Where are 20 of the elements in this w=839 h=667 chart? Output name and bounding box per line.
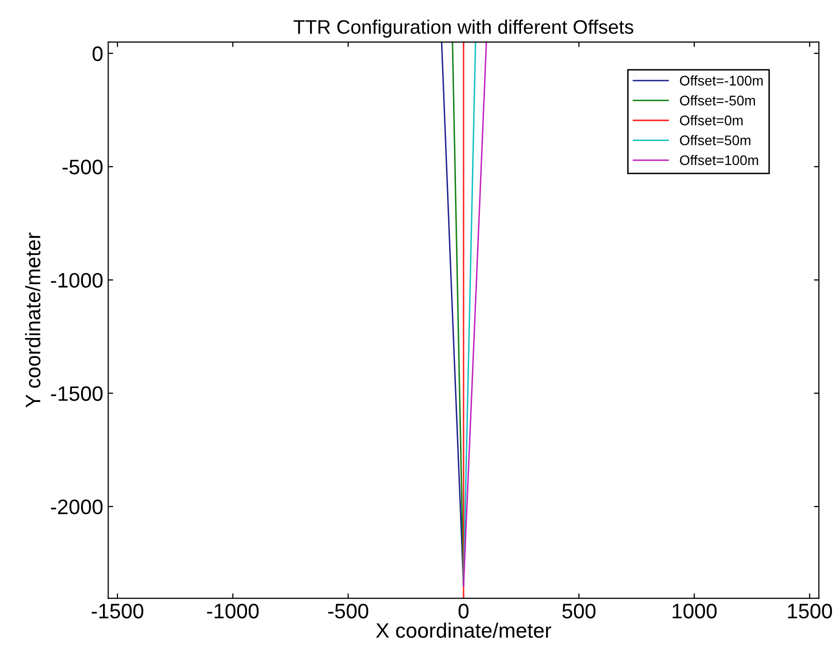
legend-label: Offset=0m	[680, 115, 743, 126]
legend-label: Offset=-50m	[680, 95, 755, 106]
x-tick-label: -1500	[92, 604, 144, 618]
y-tick-label: -1000	[51, 272, 103, 288]
x-tick-label: -500	[328, 604, 368, 618]
chart-title: TTR Configuration with different Offsets	[294, 20, 634, 38]
legend-label: Offset=100m	[680, 154, 758, 166]
y-tick-label: -1500	[51, 386, 103, 401]
x-tick-label: 0	[458, 604, 469, 618]
x-tick-label: -1000	[207, 604, 259, 618]
x-tick-label: 1000	[672, 604, 717, 618]
legend-label: Offset=-100m	[680, 75, 763, 86]
y-tick-label: 0	[92, 46, 103, 62]
legend-label: Offset=50m	[680, 135, 750, 146]
x-tick-label: 1500	[788, 604, 832, 618]
x-tick-label: 500	[562, 604, 596, 618]
x-axis-title: X coordinate/meter	[376, 622, 552, 638]
y-axis-title: Y coordinate/meter	[25, 232, 40, 408]
y-tick-label: -500	[62, 160, 103, 174]
y-tick-label: -2000	[51, 500, 103, 514]
